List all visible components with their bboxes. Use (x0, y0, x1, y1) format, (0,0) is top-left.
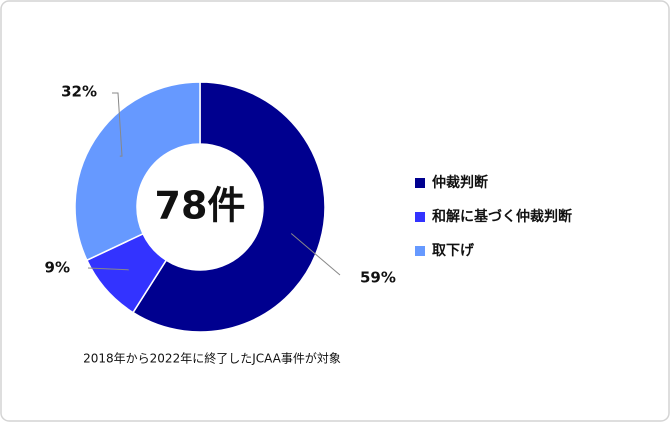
leader-line (290, 233, 341, 276)
legend-swatch (415, 212, 425, 222)
legend-label: 仲裁判断 (432, 174, 488, 191)
legend-label: 取下げ (432, 243, 475, 259)
value-label: 32% (61, 83, 97, 101)
legend-swatch (415, 178, 425, 188)
center-label: 78件 (155, 184, 246, 228)
leader-line (112, 92, 123, 157)
legend-swatch (415, 246, 425, 256)
slice (131, 81, 326, 333)
note: 2018年から2022年に終了したJCAA事件が対象 (83, 351, 341, 366)
value-label: 9% (45, 259, 70, 277)
leader-line (87, 267, 129, 271)
slice (74, 81, 201, 262)
legend-label: 和解に基づく仲裁判断 (432, 208, 572, 225)
value-label: 59% (360, 269, 396, 287)
